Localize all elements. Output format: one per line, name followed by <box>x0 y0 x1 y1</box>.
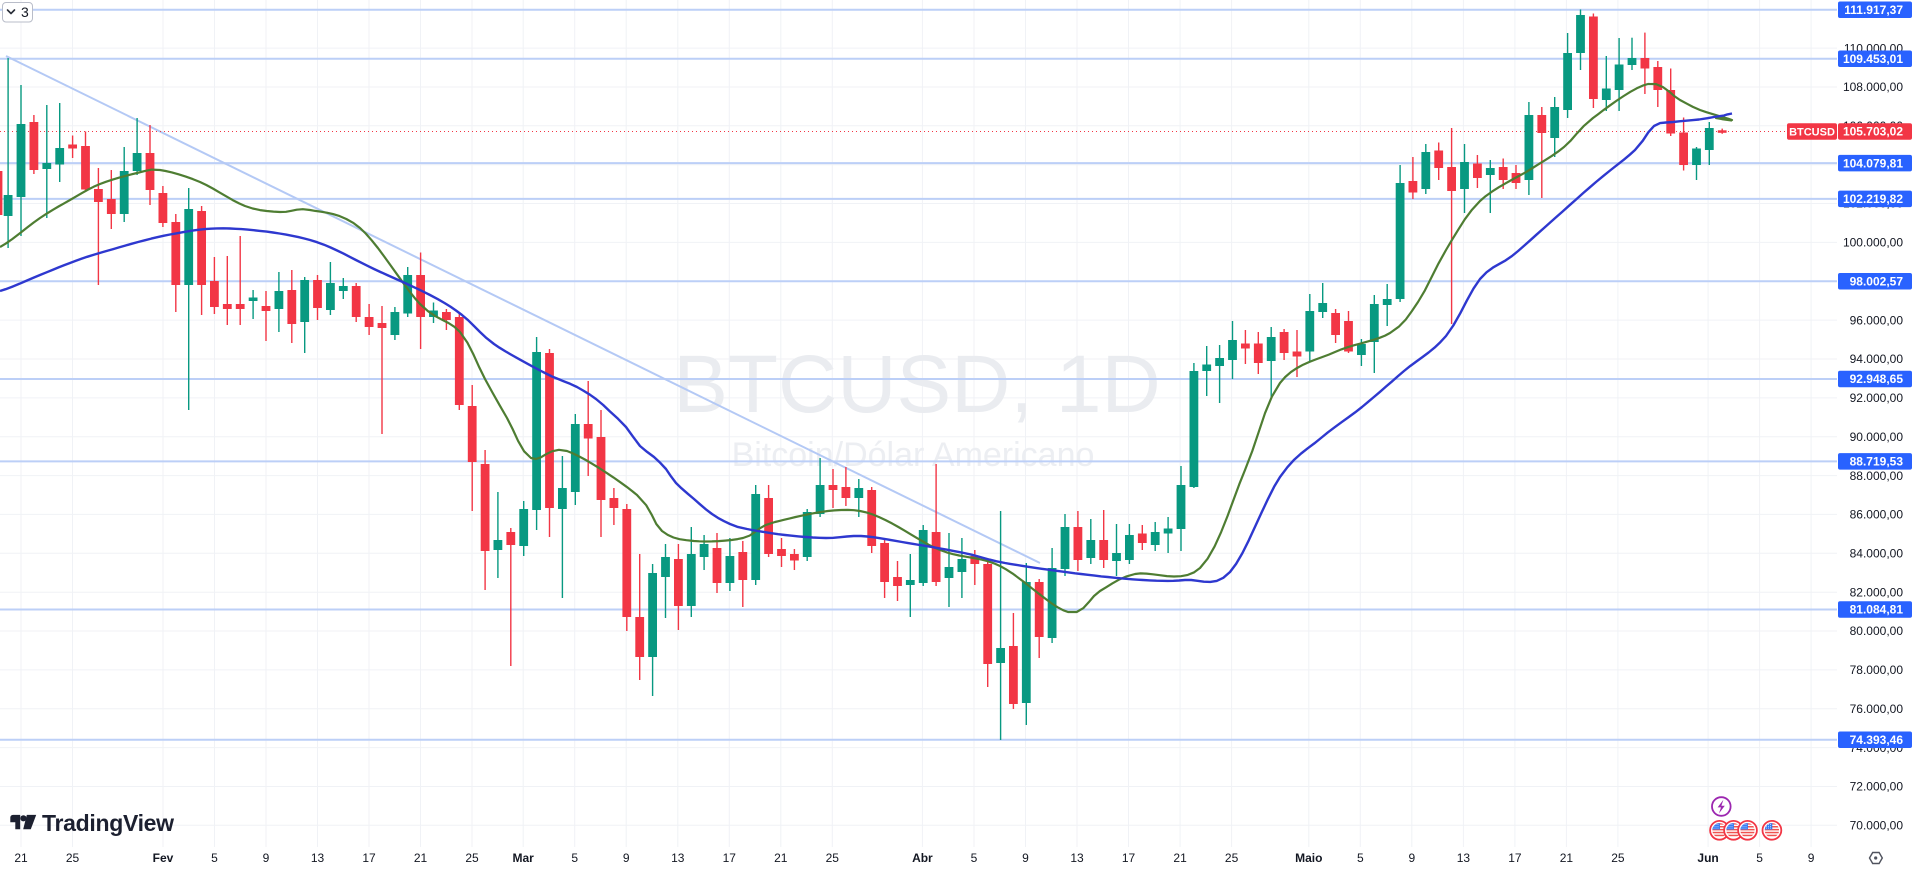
svg-text:88.000,00: 88.000,00 <box>1850 469 1904 483</box>
svg-text:86.000,00: 86.000,00 <box>1850 508 1904 522</box>
svg-text:100.000,00: 100.000,00 <box>1843 236 1903 250</box>
svg-text:96.000,00: 96.000,00 <box>1850 313 1904 327</box>
svg-text:92.948,65: 92.948,65 <box>1850 372 1904 386</box>
svg-text:76.000,00: 76.000,00 <box>1850 702 1904 716</box>
svg-text:5: 5 <box>571 851 578 865</box>
svg-text:104.079,81: 104.079,81 <box>1843 156 1903 170</box>
svg-text:25: 25 <box>1225 851 1239 865</box>
svg-text:102.219,82: 102.219,82 <box>1843 192 1903 206</box>
svg-text:92.000,00: 92.000,00 <box>1850 391 1904 405</box>
svg-text:74.393,46: 74.393,46 <box>1850 733 1904 747</box>
svg-text:Jun: Jun <box>1697 851 1718 865</box>
svg-text:13: 13 <box>671 851 685 865</box>
svg-text:108.000,00: 108.000,00 <box>1843 80 1903 94</box>
svg-text:TradingView: TradingView <box>42 810 174 836</box>
svg-text:9: 9 <box>263 851 270 865</box>
svg-text:105.703,02: 105.703,02 <box>1843 125 1903 139</box>
svg-text:17: 17 <box>362 851 376 865</box>
svg-text:21: 21 <box>1560 851 1574 865</box>
svg-text:5: 5 <box>211 851 218 865</box>
svg-text:111.917,37: 111.917,37 <box>1844 3 1903 17</box>
svg-text:Fev: Fev <box>153 851 174 865</box>
svg-text:25: 25 <box>465 851 479 865</box>
svg-text:21: 21 <box>414 851 428 865</box>
svg-text:Mar: Mar <box>513 851 535 865</box>
svg-text:BTCUSD, 1D: BTCUSD, 1D <box>673 339 1161 430</box>
svg-text:Bitcoin/Dólar Americano: Bitcoin/Dólar Americano <box>732 436 1095 474</box>
svg-text:5: 5 <box>971 851 978 865</box>
svg-text:98.002,57: 98.002,57 <box>1850 274 1904 288</box>
svg-text:109.453,01: 109.453,01 <box>1843 52 1903 66</box>
svg-text:25: 25 <box>1611 851 1625 865</box>
svg-text:9: 9 <box>1808 851 1815 865</box>
svg-text:BTCUSD: BTCUSD <box>1789 127 1835 139</box>
svg-text:21: 21 <box>14 851 28 865</box>
svg-text:13: 13 <box>1457 851 1471 865</box>
svg-text:3: 3 <box>21 4 29 20</box>
svg-text:5: 5 <box>1357 851 1364 865</box>
svg-text:9: 9 <box>623 851 630 865</box>
svg-text:5: 5 <box>1756 851 1763 865</box>
svg-text:17: 17 <box>1508 851 1522 865</box>
svg-text:81.084,81: 81.084,81 <box>1850 603 1904 617</box>
svg-text:25: 25 <box>66 851 80 865</box>
svg-text:82.000,00: 82.000,00 <box>1850 585 1904 599</box>
svg-text:13: 13 <box>1070 851 1084 865</box>
svg-text:84.000,00: 84.000,00 <box>1850 547 1904 561</box>
svg-text:9: 9 <box>1408 851 1415 865</box>
svg-text:90.000,00: 90.000,00 <box>1850 430 1904 444</box>
svg-text:9: 9 <box>1022 851 1029 865</box>
svg-text:17: 17 <box>1122 851 1136 865</box>
svg-text:72.000,00: 72.000,00 <box>1850 780 1904 794</box>
svg-text:88.719,53: 88.719,53 <box>1850 455 1904 469</box>
svg-text:Abr: Abr <box>912 851 933 865</box>
svg-text:78.000,00: 78.000,00 <box>1850 663 1904 677</box>
svg-text:21: 21 <box>1173 851 1187 865</box>
svg-text:80.000,00: 80.000,00 <box>1850 624 1904 638</box>
svg-text:13: 13 <box>311 851 325 865</box>
svg-text:25: 25 <box>826 851 840 865</box>
svg-text:21: 21 <box>774 851 788 865</box>
svg-text:17: 17 <box>723 851 737 865</box>
svg-text:94.000,00: 94.000,00 <box>1850 352 1904 366</box>
svg-text:Maio: Maio <box>1295 851 1322 865</box>
svg-text:70.000,00: 70.000,00 <box>1850 819 1904 833</box>
